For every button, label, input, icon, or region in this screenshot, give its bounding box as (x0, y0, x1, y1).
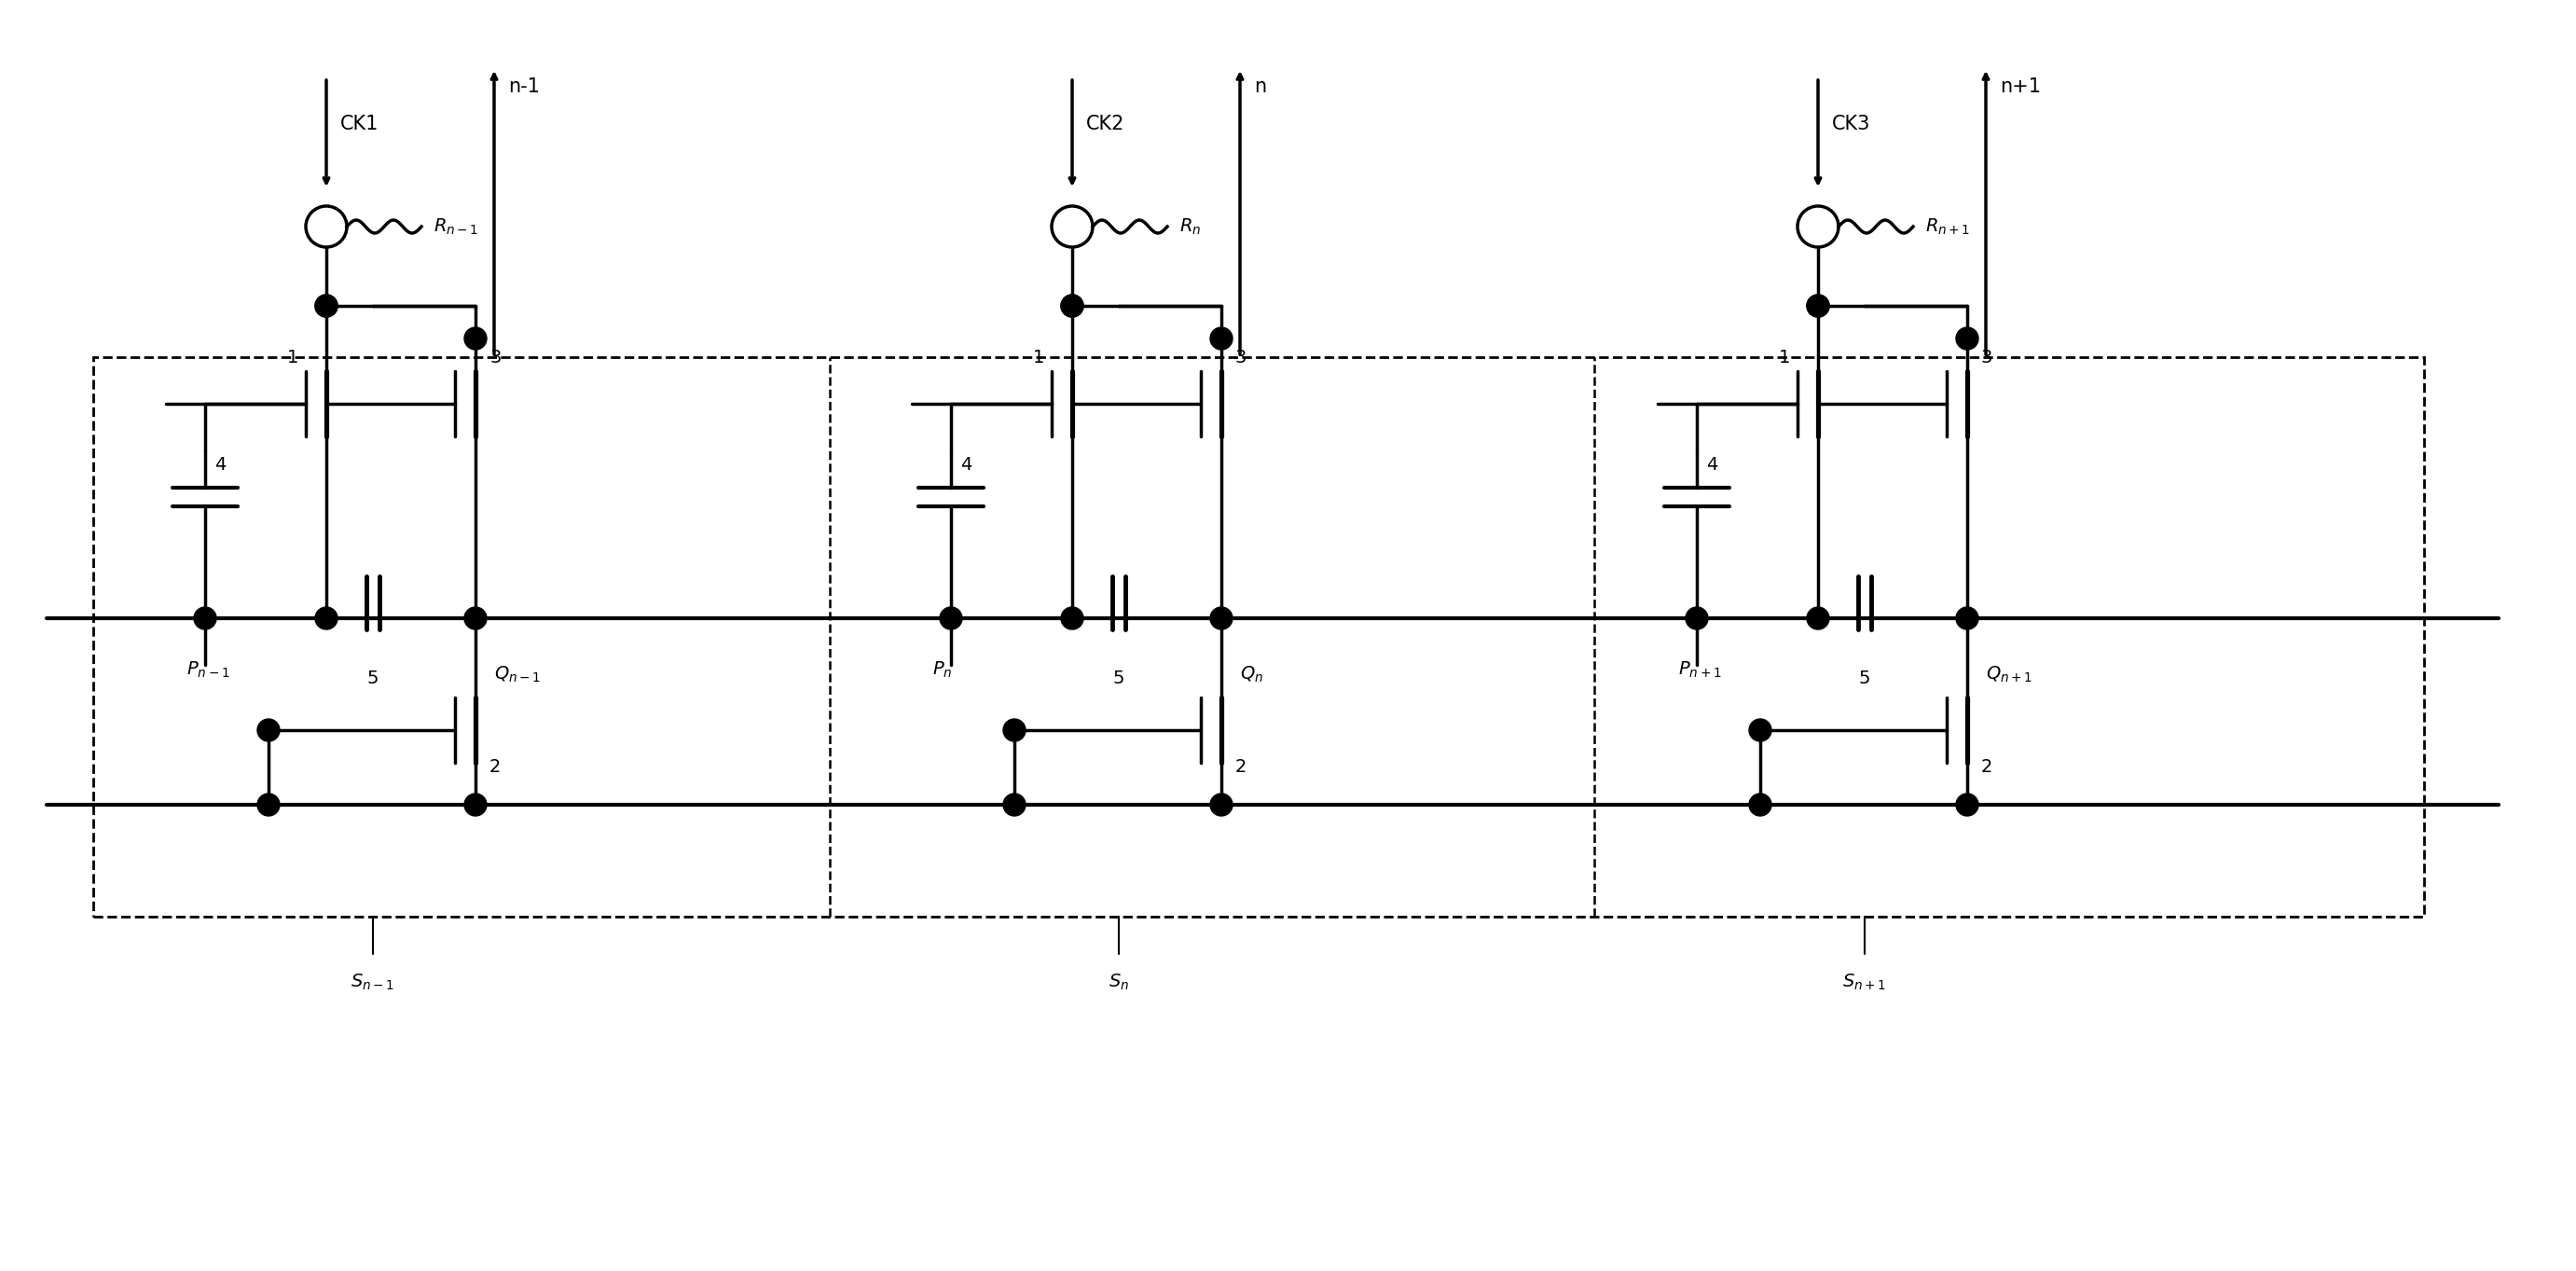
Text: $S_{n}$: $S_{n}$ (1108, 972, 1128, 993)
Text: $Q_{n+1}$: $Q_{n+1}$ (1986, 665, 2032, 685)
Text: 1: 1 (1033, 348, 1043, 366)
Text: 5: 5 (368, 670, 379, 688)
Text: n+1: n+1 (1999, 78, 2040, 97)
Circle shape (258, 719, 281, 741)
Text: $R_{n-1}$: $R_{n-1}$ (433, 216, 479, 236)
Text: $Q_{n}$: $Q_{n}$ (1239, 665, 1262, 685)
Circle shape (1002, 793, 1025, 816)
Text: $R_{n}$: $R_{n}$ (1180, 216, 1200, 236)
Circle shape (1955, 793, 1978, 816)
Text: $Q_{n-1}$: $Q_{n-1}$ (495, 665, 541, 685)
Circle shape (1061, 608, 1084, 629)
Text: CK1: CK1 (340, 114, 379, 133)
Circle shape (1211, 328, 1231, 350)
Text: CK2: CK2 (1087, 114, 1126, 133)
Text: 1: 1 (286, 348, 299, 366)
Circle shape (940, 608, 963, 629)
Circle shape (1685, 608, 1708, 629)
Circle shape (314, 295, 337, 316)
Text: 2: 2 (1236, 758, 1247, 775)
Text: 4: 4 (961, 456, 971, 474)
Text: $P_{n-1}$: $P_{n-1}$ (185, 660, 229, 680)
Circle shape (1806, 295, 1829, 316)
Text: CK3: CK3 (1832, 114, 1870, 133)
Text: n-1: n-1 (507, 78, 541, 97)
Circle shape (1749, 793, 1772, 816)
Circle shape (258, 793, 281, 816)
Circle shape (464, 793, 487, 816)
Circle shape (1955, 328, 1978, 350)
Text: $S_{n-1}$: $S_{n-1}$ (350, 972, 394, 993)
Circle shape (314, 608, 337, 629)
Text: 3: 3 (1981, 348, 1994, 366)
Circle shape (1749, 719, 1772, 741)
Text: 4: 4 (214, 456, 227, 474)
Circle shape (1955, 608, 1978, 629)
Text: 3: 3 (489, 348, 500, 366)
Circle shape (193, 608, 216, 629)
Text: $S_{n+1}$: $S_{n+1}$ (1842, 972, 1886, 993)
Text: 2: 2 (1981, 758, 1994, 775)
Circle shape (314, 295, 337, 316)
Circle shape (1806, 295, 1829, 316)
Circle shape (1806, 608, 1829, 629)
Text: 5: 5 (1113, 670, 1126, 688)
Text: 4: 4 (1705, 456, 1718, 474)
Text: $R_{n+1}$: $R_{n+1}$ (1924, 216, 1971, 236)
Circle shape (1061, 295, 1084, 316)
Text: 2: 2 (489, 758, 500, 775)
Text: 1: 1 (1777, 348, 1790, 366)
Text: $P_{n+1}$: $P_{n+1}$ (1677, 660, 1721, 680)
Text: 3: 3 (1236, 348, 1247, 366)
Circle shape (1211, 608, 1231, 629)
Circle shape (1211, 793, 1231, 816)
Circle shape (464, 328, 487, 350)
Circle shape (1061, 295, 1084, 316)
Circle shape (1002, 719, 1025, 741)
Text: n: n (1255, 78, 1267, 97)
Text: 5: 5 (1860, 670, 1870, 688)
Text: $P_{n}$: $P_{n}$ (933, 660, 953, 680)
Circle shape (464, 608, 487, 629)
